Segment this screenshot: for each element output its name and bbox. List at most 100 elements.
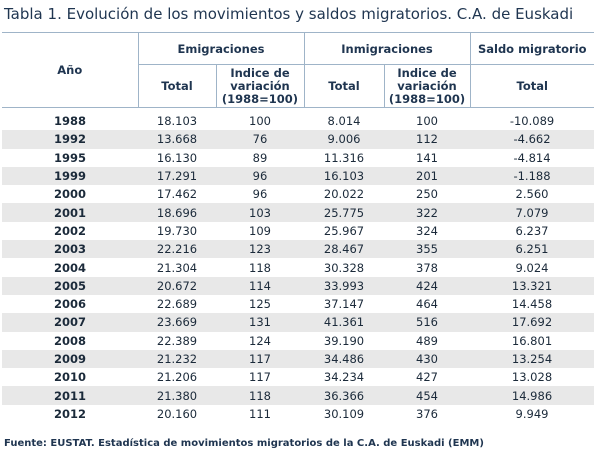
table-row: 2011 21.380 118 36.366 454 14.986 (2, 386, 595, 405)
cell-emi-total: 13.668 (138, 130, 216, 149)
cell-inm-idx: 464 (384, 294, 471, 314)
table-body: 1988 18.103 100 8.014 100 -10.089 1992 13.668 76… (2, 112, 595, 424)
cell-inm-total: 37.147 (304, 294, 384, 314)
cell-year: 1992 (2, 130, 138, 149)
header-inm-indice: Indice de variación (1988=100) (384, 64, 471, 108)
cell-emi-idx: 100 (216, 112, 304, 131)
cell-emi-total: 21.304 (138, 258, 216, 277)
table-row: 1999 17.291 96 16.103 201 -1.188 (2, 166, 595, 186)
cell-inm-total: 9.006 (304, 130, 384, 149)
cell-inm-total: 39.190 (304, 331, 384, 350)
cell-saldo: -10.089 (470, 112, 595, 131)
cell-year: 2009 (2, 349, 138, 369)
indice-line3: (1988=100) (221, 91, 299, 106)
table-row: 2002 19.730 109 25.967 324 6.237 (2, 221, 595, 241)
cell-inm-idx: 430 (384, 349, 471, 369)
header-emi-total: Total (138, 64, 217, 108)
indice-line1: Indice de (397, 65, 457, 80)
header-emi-indice: Indice de variación (1988=100) (216, 64, 305, 108)
table-row: 2005 20.672 114 33.993 424 13.321 (2, 276, 595, 295)
cell-inm-total: 34.234 (304, 368, 384, 387)
source-footer: Fuente: EUSTAT. Estadística de movimient… (4, 438, 484, 449)
cell-saldo: 17.692 (470, 313, 595, 332)
cell-saldo: 9.024 (470, 258, 595, 277)
cell-saldo: 7.079 (470, 203, 595, 222)
cell-year: 2000 (2, 185, 138, 204)
header-inmigraciones: Inmigraciones (304, 32, 471, 65)
cell-inm-idx: 489 (384, 331, 471, 350)
cell-year: 2006 (2, 294, 138, 314)
cell-saldo: 6.251 (470, 240, 595, 259)
table-row: 1995 16.130 89 11.316 141 -4.814 (2, 148, 595, 167)
indice-line3: (1988=100) (388, 91, 466, 106)
table-row: 2006 22.689 125 37.147 464 14.458 (2, 294, 595, 314)
cell-saldo: 16.801 (470, 331, 595, 350)
header-year: Año (2, 32, 139, 108)
cell-emi-total: 17.291 (138, 166, 216, 186)
cell-inm-total: 25.967 (304, 221, 384, 241)
cell-emi-total: 21.380 (138, 386, 216, 405)
cell-inm-idx: 250 (384, 185, 471, 204)
cell-inm-total: 8.014 (304, 112, 384, 131)
cell-saldo: -4.662 (470, 130, 595, 149)
cell-inm-total: 25.775 (304, 203, 384, 222)
cell-inm-total: 36.366 (304, 386, 384, 405)
cell-emi-idx: 125 (216, 294, 304, 314)
cell-year: 2012 (2, 404, 138, 424)
cell-inm-total: 33.993 (304, 276, 384, 295)
cell-saldo: 2.560 (470, 185, 595, 204)
cell-saldo: 6.237 (470, 221, 595, 241)
cell-year: 2005 (2, 276, 138, 295)
cell-saldo: -1.188 (470, 166, 595, 186)
cell-inm-total: 16.103 (304, 166, 384, 186)
cell-emi-idx: 118 (216, 258, 304, 277)
cell-emi-idx: 96 (216, 185, 304, 204)
table-row: 2010 21.206 117 34.234 427 13.028 (2, 368, 595, 387)
cell-emi-idx: 96 (216, 166, 304, 186)
table-row: 2004 21.304 118 30.328 378 9.024 (2, 258, 595, 277)
cell-inm-idx: 454 (384, 386, 471, 405)
cell-year: 2011 (2, 386, 138, 405)
cell-inm-total: 30.328 (304, 258, 384, 277)
cell-emi-idx: 111 (216, 404, 304, 424)
indice-line2: variación (230, 78, 290, 93)
cell-emi-idx: 89 (216, 148, 304, 167)
cell-emi-total: 22.389 (138, 331, 216, 350)
cell-saldo: 13.321 (470, 276, 595, 295)
cell-year: 1988 (2, 112, 138, 131)
cell-emi-idx: 117 (216, 349, 304, 369)
cell-inm-idx: 424 (384, 276, 471, 295)
cell-emi-idx: 114 (216, 276, 304, 295)
cell-emi-idx: 76 (216, 130, 304, 149)
cell-year: 2001 (2, 203, 138, 222)
cell-saldo: 14.986 (470, 386, 595, 405)
cell-inm-idx: 427 (384, 368, 471, 387)
cell-inm-idx: 516 (384, 313, 471, 332)
cell-year: 2004 (2, 258, 138, 277)
cell-inm-total: 11.316 (304, 148, 384, 167)
cell-emi-total: 21.232 (138, 349, 216, 369)
cell-saldo: 13.028 (470, 368, 595, 387)
cell-emi-total: 22.689 (138, 294, 216, 314)
cell-emi-total: 21.206 (138, 368, 216, 387)
table-row: 2001 18.696 103 25.775 322 7.079 (2, 203, 595, 222)
cell-emi-idx: 118 (216, 386, 304, 405)
cell-inm-idx: 324 (384, 221, 471, 241)
table-row: 2012 20.160 111 30.109 376 9.949 (2, 404, 595, 424)
cell-year: 2007 (2, 313, 138, 332)
cell-emi-idx: 117 (216, 368, 304, 387)
table-row: 1992 13.668 76 9.006 112 -4.662 (2, 130, 595, 149)
cell-inm-total: 41.361 (304, 313, 384, 332)
cell-inm-idx: 141 (384, 148, 471, 167)
table-row: 2008 22.389 124 39.190 489 16.801 (2, 331, 595, 350)
indice-line2: variación (397, 78, 457, 93)
table-row: 2003 22.216 123 28.467 355 6.251 (2, 240, 595, 259)
header-inm-total: Total (304, 64, 385, 108)
cell-emi-total: 17.462 (138, 185, 216, 204)
cell-saldo: 13.254 (470, 349, 595, 369)
cell-year: 1995 (2, 148, 138, 167)
cell-saldo: -4.814 (470, 148, 595, 167)
cell-year: 2002 (2, 221, 138, 241)
table-row: 2000 17.462 96 20.022 250 2.560 (2, 185, 595, 204)
cell-inm-total: 34.486 (304, 349, 384, 369)
